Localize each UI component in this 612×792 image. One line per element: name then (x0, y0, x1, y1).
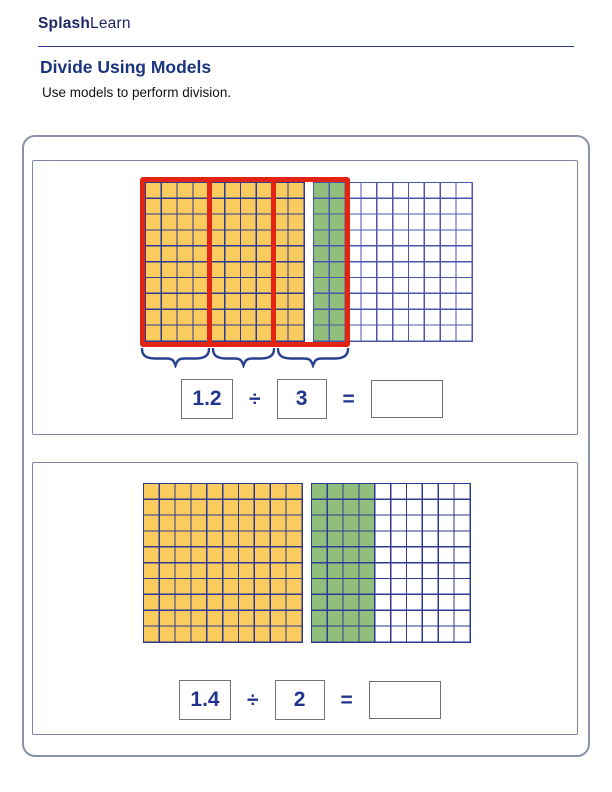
problem-1-whole-grid (145, 182, 305, 342)
problem-1-panel: 1.2 ÷ 3 = (32, 160, 578, 435)
equals-sign: = (340, 688, 353, 712)
group-underbraces (140, 348, 350, 368)
problem-2-panel: 1.4 ÷ 2 = (32, 462, 578, 735)
problem-1-equation: 1.2 ÷ 3 = (181, 379, 443, 419)
problem-2-tenths-grid (311, 483, 471, 643)
header-divider (38, 46, 574, 47)
underbrace-icon (140, 348, 211, 368)
problem-2-whole-grid (143, 483, 303, 643)
quotient-answer-box[interactable] (370, 380, 443, 418)
underbrace-icon (211, 348, 276, 368)
equals-sign: = (342, 387, 355, 411)
divisor-box: 2 (274, 680, 325, 720)
divide-sign: ÷ (249, 387, 261, 411)
page-subtitle: Use models to perform division. (42, 85, 232, 100)
page-title: Divide Using Models (40, 57, 212, 77)
divisor-box: 3 (276, 379, 327, 419)
quotient-answer-box[interactable] (368, 681, 441, 719)
dividend-box: 1.4 (179, 680, 231, 720)
divide-sign: ÷ (247, 688, 259, 712)
dividend-box: 1.2 (181, 379, 233, 419)
underbrace-icon (276, 348, 350, 368)
splashlearn-logo: SplashLearn (38, 15, 131, 33)
problem-2-equation: 1.4 ÷ 2 = (179, 680, 441, 720)
logo-bold-text: Splash (38, 15, 91, 32)
problem-1-tenths-grid (313, 182, 473, 342)
logo-light-text: Learn (90, 15, 131, 32)
